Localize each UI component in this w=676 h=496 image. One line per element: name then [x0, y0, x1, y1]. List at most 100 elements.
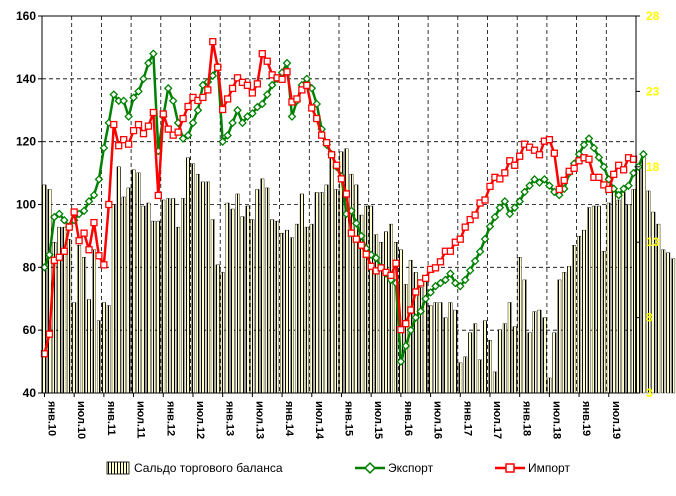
import-point: [55, 253, 63, 261]
grid-lines: [42, 16, 636, 393]
balance-bar: [572, 245, 577, 394]
import-point: [90, 218, 98, 227]
import-point: [362, 250, 370, 258]
balance-bar: [176, 226, 181, 394]
import-point: [585, 155, 593, 163]
balance-bar: [492, 371, 497, 394]
export-point: [406, 325, 416, 335]
balance-bar: [255, 189, 260, 394]
import-point: [159, 110, 167, 118]
import-point: [486, 182, 494, 191]
export-point: [401, 341, 411, 351]
x-tick-label: июл.10: [75, 401, 87, 439]
import-point: [402, 319, 410, 328]
import-point: [456, 235, 464, 243]
x-tick-label: июл.17: [491, 401, 503, 439]
export-point: [109, 90, 119, 99]
balance-bar: [631, 189, 636, 394]
import-point: [134, 120, 143, 129]
balance-bar: [319, 192, 324, 394]
import-point: [233, 74, 242, 82]
import-point: [446, 247, 455, 255]
import-point: [466, 215, 474, 224]
balance-bar: [532, 311, 537, 394]
import-point: [100, 261, 108, 269]
import-point: [501, 169, 509, 177]
import-point: [263, 57, 271, 65]
balance-bar: [591, 205, 596, 394]
balance-bar: [512, 326, 517, 394]
balance-bar: [309, 223, 314, 394]
export-point: [554, 190, 564, 200]
balance-bar: [334, 189, 339, 394]
import-point: [124, 140, 133, 148]
import-point: [214, 63, 222, 71]
export-point: [520, 187, 529, 197]
balance-bar: [542, 317, 547, 394]
export-point: [594, 153, 604, 162]
balance-bar: [195, 174, 200, 394]
import-point: [545, 136, 554, 144]
export-point: [490, 212, 500, 222]
x-tick-label: июл.13: [253, 401, 265, 439]
import-point: [357, 241, 365, 249]
export-point: [267, 80, 277, 90]
balance-bar: [468, 332, 473, 394]
y-left-tick-label: 140: [16, 72, 36, 86]
import-point: [129, 126, 138, 135]
import-point: [204, 86, 212, 94]
import-point: [80, 229, 88, 237]
import-point: [293, 95, 301, 103]
balance-bar: [626, 204, 631, 394]
balance-bar: [181, 198, 186, 394]
import-point: [481, 196, 489, 204]
export-point: [500, 197, 510, 206]
x-tick-label: июл.16: [432, 401, 444, 439]
import-point: [431, 264, 440, 272]
import-point: [144, 122, 153, 130]
balance-bar: [443, 317, 448, 394]
balance-bar: [220, 272, 225, 394]
export-point: [446, 269, 455, 278]
export-point: [535, 178, 544, 187]
x-tick-label: янв.17: [461, 401, 473, 436]
import-point: [421, 274, 430, 283]
import-point: [199, 93, 207, 102]
export-point: [510, 203, 520, 212]
balance-bar: [458, 362, 463, 394]
balance-bar: [517, 257, 522, 394]
import-point: [619, 166, 628, 174]
balance-bar: [354, 184, 359, 394]
import-point: [595, 173, 603, 182]
balance-bar: [146, 202, 151, 394]
balance-bar: [557, 279, 562, 394]
import-point: [392, 259, 400, 267]
export-point: [584, 134, 594, 143]
export-point: [441, 275, 450, 285]
import-point: [407, 306, 415, 314]
import-point: [605, 185, 613, 194]
y-left-tick-label: 80: [23, 260, 37, 274]
export-point: [282, 58, 292, 68]
import-point: [560, 176, 568, 185]
balance-bar: [171, 198, 176, 394]
balance-bar: [487, 340, 492, 394]
export-point: [579, 140, 589, 150]
export-point: [505, 209, 515, 219]
import-point: [530, 146, 539, 154]
export-point: [396, 357, 406, 366]
import-point: [298, 86, 306, 94]
balance-bar: [121, 196, 126, 394]
y-left-tick-label: 120: [16, 135, 36, 149]
export-point: [371, 253, 381, 263]
import-point: [223, 95, 232, 103]
balance-bar: [428, 305, 433, 394]
y-right-tick-label: 13: [646, 235, 660, 249]
balance-bar: [245, 205, 250, 394]
x-tick-label: июл.14: [313, 401, 325, 440]
export-point: [248, 109, 257, 118]
import-point: [75, 237, 83, 245]
x-tick-label: янв.14: [283, 401, 295, 437]
export-point: [451, 278, 460, 288]
